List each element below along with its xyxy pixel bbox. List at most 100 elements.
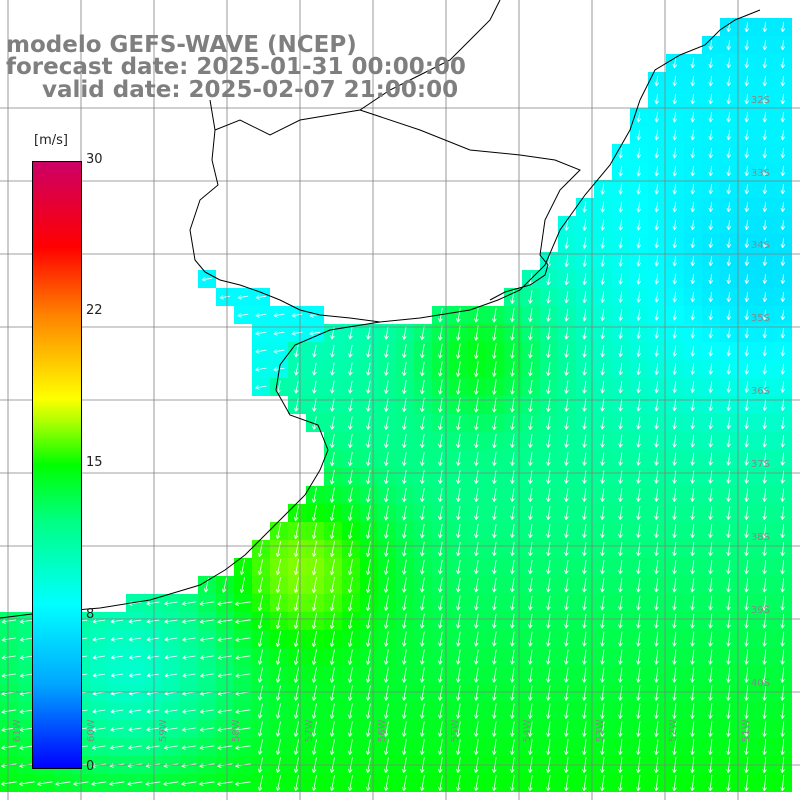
wind-arrow — [456, 775, 461, 792]
wind-arrow — [672, 452, 677, 466]
lat-label: 36S — [750, 386, 770, 397]
wind-arrow — [311, 649, 317, 665]
wind-arrow — [762, 256, 768, 266]
lat-label: 33S — [750, 168, 770, 179]
wind-arrow — [636, 255, 642, 267]
wind-arrow — [762, 292, 768, 303]
colorbar-tick-0: 0 — [86, 759, 95, 774]
wind-arrow — [582, 631, 587, 647]
wind-arrow — [199, 709, 214, 714]
lat-label: 37S — [750, 459, 770, 470]
wind-arrow — [402, 470, 407, 485]
wind-arrow — [255, 385, 267, 390]
wind-arrow — [492, 649, 497, 665]
wind-arrow — [237, 295, 249, 300]
wind-arrow — [654, 398, 659, 412]
wind-arrow — [654, 613, 659, 629]
wind-arrow — [293, 631, 299, 648]
wind-arrow — [762, 93, 768, 105]
wind-arrow — [744, 595, 749, 611]
wind-arrow — [672, 399, 677, 412]
wind-arrow — [780, 327, 786, 339]
wind-arrow — [780, 417, 786, 430]
wind-arrow — [636, 631, 641, 647]
wind-arrow — [347, 721, 353, 737]
wind-arrow — [420, 506, 425, 521]
wind-arrow — [181, 727, 196, 732]
wind-arrow — [582, 685, 587, 701]
wind-arrow — [762, 238, 768, 248]
wind-arrow — [110, 673, 123, 678]
wind-arrow — [744, 739, 749, 755]
wind-arrow — [780, 667, 785, 683]
wind-arrow — [744, 417, 749, 430]
wind-arrow — [492, 667, 497, 683]
wind-arrow — [564, 416, 569, 430]
wind-arrow — [1, 673, 17, 678]
lon-label: 61W — [12, 719, 23, 742]
wind-arrow — [708, 452, 713, 466]
wind-arrow — [600, 398, 605, 412]
wind-arrow — [744, 703, 749, 719]
wind-arrow — [564, 739, 569, 755]
wind-arrow — [474, 434, 479, 449]
wind-arrow — [708, 93, 714, 105]
wind-arrow — [582, 739, 587, 755]
wind-arrow — [600, 434, 605, 448]
wind-arrow — [690, 506, 695, 520]
wind-arrow — [329, 667, 335, 683]
wind-arrow — [690, 667, 695, 683]
wind-arrow — [582, 488, 587, 502]
wind-arrow — [708, 559, 713, 575]
wind-arrow — [636, 613, 641, 629]
wind-arrow — [600, 488, 605, 502]
wind-arrow — [146, 655, 160, 660]
wind-arrow — [762, 595, 767, 611]
wind-arrow — [654, 577, 659, 593]
wind-arrow — [546, 649, 551, 665]
wind-arrow — [564, 434, 569, 448]
wind-arrow — [582, 542, 587, 557]
wind-arrow — [330, 362, 335, 376]
wind-arrow — [366, 434, 371, 448]
colorbar — [32, 161, 82, 769]
wind-arrow — [366, 667, 371, 683]
wind-arrow — [690, 613, 695, 629]
wind-arrow — [672, 649, 677, 665]
wind-arrow — [654, 93, 660, 105]
wind-arrow — [618, 201, 624, 213]
wind-arrow — [384, 703, 389, 719]
wind-arrow — [92, 673, 106, 678]
wind-arrow — [780, 452, 785, 466]
wind-arrow — [330, 398, 335, 412]
wind-arrow — [366, 469, 371, 485]
wind-arrow — [564, 613, 569, 629]
wind-arrow — [546, 380, 551, 395]
wind-arrow — [744, 345, 750, 357]
wind-arrow — [762, 147, 768, 159]
wind-arrow — [474, 703, 479, 719]
wind-arrow — [293, 649, 299, 665]
wind-arrow — [91, 781, 107, 786]
wind-arrow — [257, 721, 263, 737]
wind-arrow — [474, 488, 479, 503]
wind-arrow — [128, 673, 141, 678]
wind-arrow — [456, 488, 461, 503]
wind-arrow — [257, 685, 263, 701]
wind-arrow — [384, 452, 389, 467]
wind-arrow — [164, 637, 178, 642]
wind-arrow — [438, 667, 443, 683]
wind-arrow — [726, 165, 732, 177]
wind-arrow — [564, 308, 569, 322]
wind-arrow — [528, 775, 533, 792]
wind-arrow — [402, 577, 407, 593]
wind-arrow — [654, 165, 660, 177]
wind-arrow — [420, 685, 425, 701]
wind-arrow — [654, 273, 660, 285]
wind-arrow — [365, 739, 371, 755]
wind-arrow — [726, 184, 732, 195]
wind-arrow — [1, 745, 17, 750]
wind-arrow — [456, 685, 461, 701]
wind-arrow — [780, 292, 786, 303]
wind-arrow — [275, 613, 281, 630]
